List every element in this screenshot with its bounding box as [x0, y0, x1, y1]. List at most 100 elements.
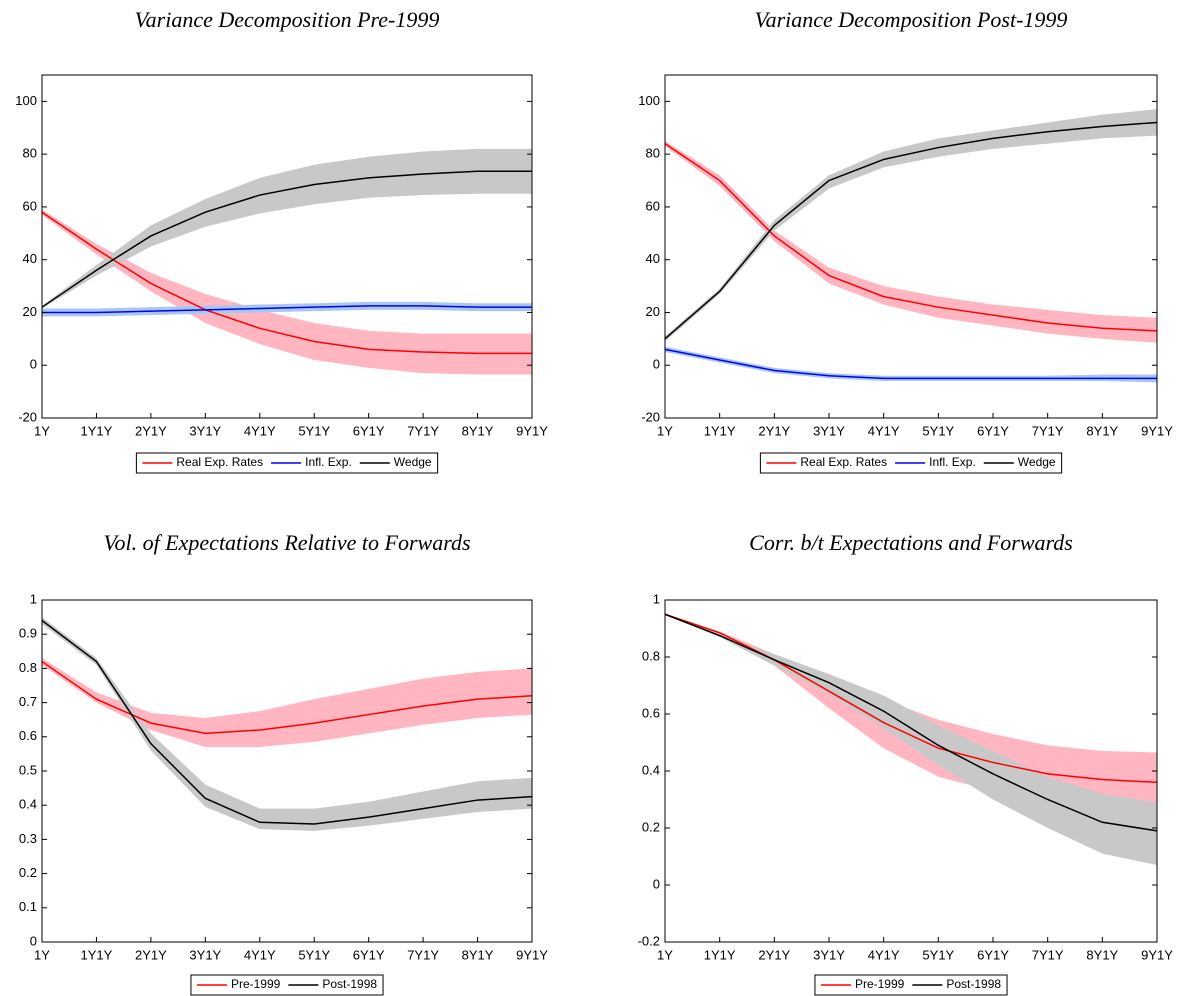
- legend-label: Real Exp. Rates: [800, 455, 887, 469]
- y-tick-label: 0.4: [19, 797, 37, 812]
- y-tick-label: 40: [23, 251, 37, 266]
- x-tick-label: 9Y1Y: [1141, 947, 1173, 962]
- y-tick-label: 0: [30, 933, 37, 948]
- x-tick-label: 6Y1Y: [353, 423, 385, 438]
- y-tick-label: 0: [653, 357, 660, 372]
- y-tick-label: 100: [638, 93, 660, 108]
- x-tick-label: 2Y1Y: [758, 423, 790, 438]
- y-tick-label: 60: [646, 198, 660, 213]
- legend: Pre-1999 Post-1998: [814, 974, 1008, 996]
- x-tick-label: 1Y: [657, 423, 673, 438]
- chart-title: Corr. b/t Expectations and Forwards: [749, 530, 1073, 555]
- y-tick-label: 20: [646, 304, 660, 319]
- chart-title: Vol. of Expectations Relative to Forward…: [103, 530, 470, 555]
- y-tick-label: 0.4: [642, 762, 660, 777]
- y-tick-label: 0: [653, 876, 660, 891]
- x-tick-label: 2Y1Y: [758, 947, 790, 962]
- confidence-band: [42, 209, 532, 375]
- y-tick-label: 0.1: [19, 899, 37, 914]
- y-tick-label: 40: [646, 251, 660, 266]
- legend-box: [190, 974, 384, 996]
- y-tick-label: 0: [30, 357, 37, 372]
- x-tick-label: 4Y1Y: [244, 947, 276, 962]
- series-line: [664, 613, 1158, 832]
- y-tick-label: 1: [30, 591, 37, 606]
- subplot: Vol. of Expectations Relative to Forward…: [19, 530, 548, 996]
- subplot: Variance Decomposition Pre-1999 -20 0 20 40 6…: [15, 7, 548, 474]
- x-tick-label: 3Y1Y: [813, 947, 845, 962]
- x-tick-label: 7Y1Y: [407, 947, 439, 962]
- x-tick-label: 1Y1Y: [81, 423, 113, 438]
- legend: Real Exp. Rates Infl. Exp. Wedge: [759, 452, 1063, 474]
- series-line: [41, 619, 533, 825]
- x-tick-label: 6Y1Y: [977, 423, 1009, 438]
- y-tick-label: 0.6: [19, 728, 37, 743]
- x-tick-label: 5Y1Y: [922, 947, 954, 962]
- x-tick-label: 1Y: [34, 423, 50, 438]
- legend-label: Infl. Exp.: [929, 455, 976, 469]
- x-tick-label: 5Y1Y: [298, 947, 330, 962]
- x-tick-label: 5Y1Y: [922, 423, 954, 438]
- x-tick-label: 1Y1Y: [81, 947, 113, 962]
- confidence-band: [665, 346, 1157, 383]
- x-tick-label: 9Y1Y: [516, 423, 548, 438]
- x-tick-label: 3Y1Y: [813, 423, 845, 438]
- x-tick-label: 7Y1Y: [407, 423, 439, 438]
- series-line: [664, 613, 1158, 784]
- y-tick-label: 20: [23, 304, 37, 319]
- y-tick-label: 0.2: [642, 819, 660, 834]
- legend-label: Pre-1999: [855, 977, 905, 991]
- x-tick-label: 1Y: [34, 947, 50, 962]
- x-tick-label: 4Y1Y: [244, 423, 276, 438]
- x-tick-label: 7Y1Y: [1032, 947, 1064, 962]
- x-tick-label: 3Y1Y: [189, 947, 221, 962]
- legend-label: Wedge: [1018, 455, 1056, 469]
- confidence-band: [42, 617, 532, 831]
- y-tick-label: -20: [641, 409, 660, 424]
- x-tick-label: 8Y1Y: [462, 947, 494, 962]
- x-tick-label: 2Y1Y: [135, 423, 167, 438]
- y-tick-label: 80: [646, 146, 660, 161]
- x-tick-label: 5Y1Y: [298, 423, 330, 438]
- legend-label: Post-1998: [322, 977, 377, 991]
- y-tick-label: -20: [18, 409, 37, 424]
- y-tick-label: -0.2: [638, 933, 660, 948]
- series-line: [41, 211, 532, 355]
- legend-label: Real Exp. Rates: [176, 455, 263, 469]
- x-tick-label: 4Y1Y: [868, 947, 900, 962]
- series-line: [41, 660, 533, 735]
- x-tick-label: 4Y1Y: [868, 423, 900, 438]
- y-tick-label: 0.8: [642, 648, 660, 663]
- legend: Real Exp. Rates Infl. Exp. Wedge: [135, 452, 439, 474]
- legend-label: Post-1998: [946, 977, 1001, 991]
- x-tick-label: 7Y1Y: [1032, 423, 1064, 438]
- legend: Pre-1999 Post-1998: [190, 974, 384, 996]
- y-tick-label: 80: [23, 146, 37, 161]
- y-tick-label: 0.9: [19, 626, 37, 641]
- x-tick-label: 1Y1Y: [704, 423, 736, 438]
- x-tick-label: 3Y1Y: [189, 423, 221, 438]
- y-tick-label: 0.8: [19, 660, 37, 675]
- y-tick-label: 0.7: [19, 694, 37, 709]
- y-tick-label: 60: [23, 198, 37, 213]
- y-tick-label: 0.2: [19, 865, 37, 880]
- legend-label: Wedge: [394, 455, 432, 469]
- series-line: [664, 348, 1157, 380]
- x-tick-label: 8Y1Y: [462, 423, 494, 438]
- axes-box: [664, 74, 1158, 419]
- chart-title: Variance Decomposition Post-1999: [755, 7, 1068, 32]
- subplot: Variance Decomposition Post-1999 -20 0 20 40…: [638, 7, 1173, 474]
- legend-label: Infl. Exp.: [305, 455, 352, 469]
- subplot: Corr. b/t Expectations and Forwards -0.2 0…: [638, 530, 1173, 996]
- series-line: [664, 142, 1158, 332]
- x-tick-label: 9Y1Y: [1141, 423, 1173, 438]
- y-tick-label: 1: [653, 591, 660, 606]
- series-line: [42, 305, 532, 314]
- y-tick-label: 0.3: [19, 831, 37, 846]
- plot-area: [42, 600, 532, 942]
- legend-box: [814, 974, 1008, 996]
- confidence-band: [665, 109, 1157, 342]
- axes-box: [41, 74, 533, 419]
- confidence-band: [42, 658, 532, 748]
